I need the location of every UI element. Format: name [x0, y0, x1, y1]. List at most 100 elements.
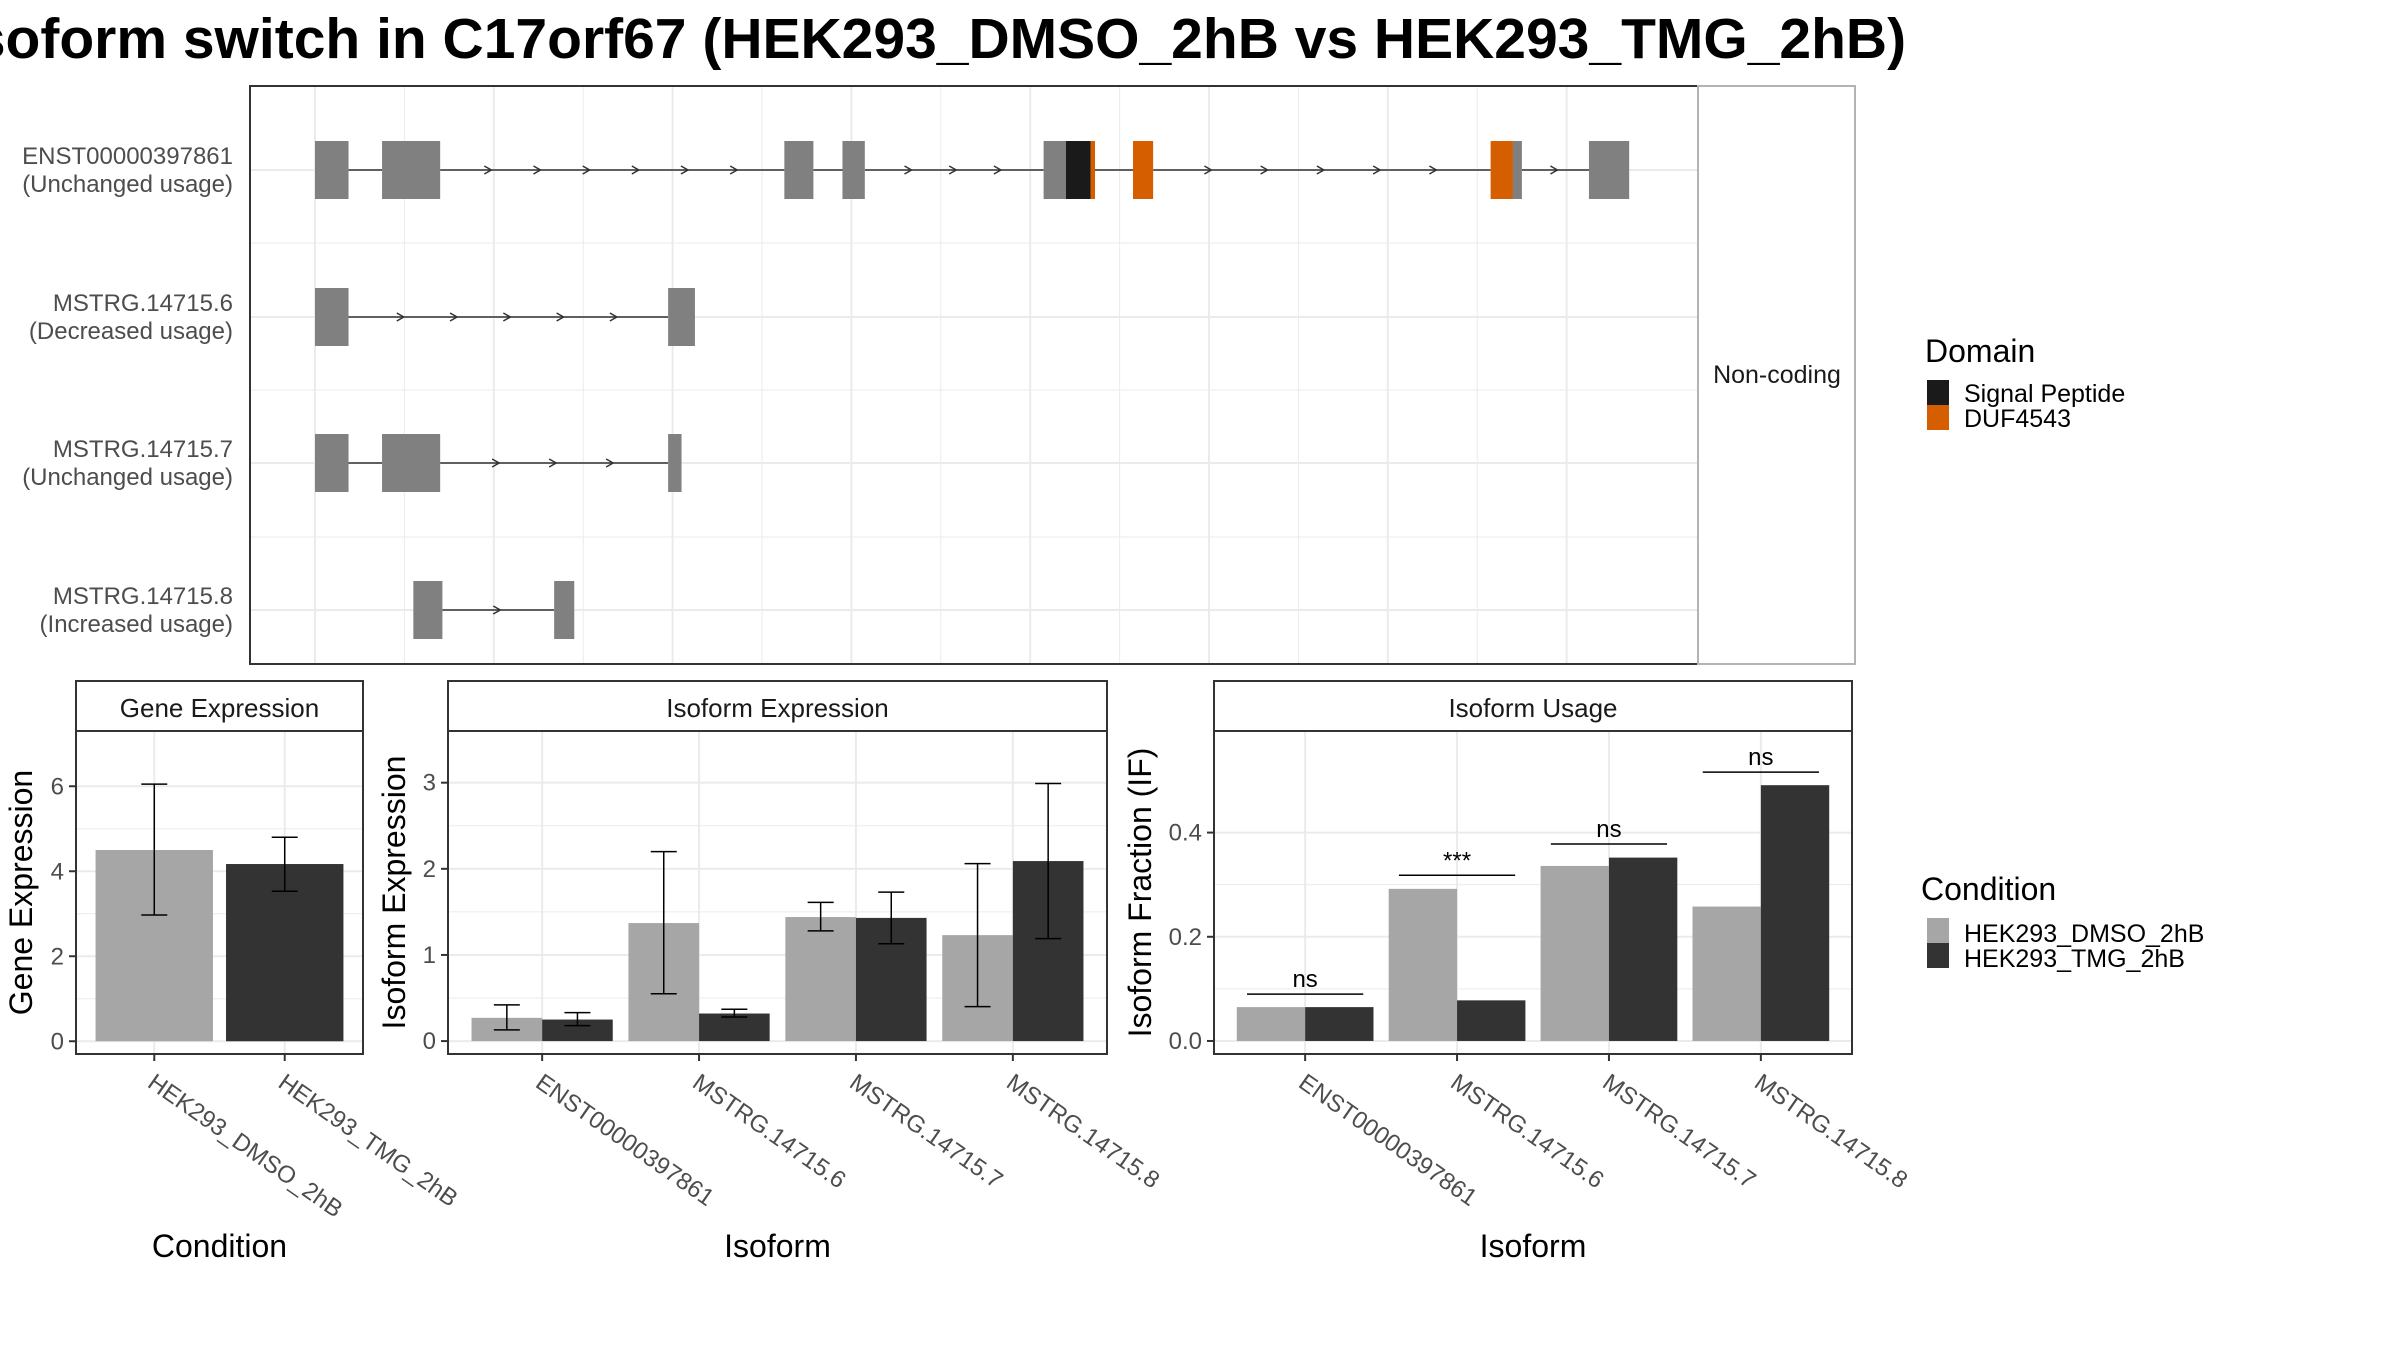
- transcript-usage-ENST00000397861: (Unchanged usage): [22, 171, 233, 198]
- x-tick-label-MSTRG.14715.6: MSTRG.14715.6: [1446, 1069, 1609, 1194]
- y-axis-title: Isoform Expression: [376, 756, 412, 1030]
- exon-duf4543: [1133, 141, 1154, 199]
- intron-arrow: [533, 165, 543, 175]
- exon: [315, 288, 349, 346]
- intron-arrow: [1203, 165, 1213, 175]
- intron-arrow: [1372, 165, 1382, 175]
- intron-arrow: [483, 165, 493, 175]
- transcript-label-ENST00000397861: ENST00000397861: [22, 143, 233, 170]
- significance-label-MSTRG.14715.8: ns: [1748, 744, 1773, 771]
- x-axis-title: Condition: [152, 1228, 287, 1264]
- intron-arrow: [449, 312, 459, 322]
- intron-arrow: [548, 458, 558, 468]
- bar-ENST00000397861-HEK293_TMG_2hB: [542, 1019, 613, 1042]
- domain-legend-label-signal-peptide: Signal Peptide: [1964, 380, 2125, 408]
- intron-arrow: [1316, 165, 1326, 175]
- transcript-label-MSTRG.14715.8: MSTRG.14715.8: [53, 583, 233, 610]
- bar-ENST00000397861-HEK293_DMSO_2hB: [1236, 1007, 1306, 1041]
- figure-title: Isoform switch in C17orf67 (HEK293_DMSO_…: [0, 7, 1906, 71]
- strip-label: Isoform Expression: [666, 693, 889, 723]
- condition-legend-label-tmg: HEK293_TMG_2hB: [1964, 945, 2185, 973]
- transcript-MSTRG.14715.7: [315, 434, 682, 492]
- exon: [554, 581, 575, 639]
- bar-MSTRG.14715.6-HEK293_TMG_2hB: [699, 1013, 770, 1042]
- bar-MSTRG.14715.7-HEK293_DMSO_2hB: [1540, 865, 1609, 1041]
- intron-arrow: [948, 165, 958, 175]
- bar-MSTRG.14715.8-HEK293_TMG_2hB: [1760, 785, 1830, 1041]
- exon: [784, 141, 814, 199]
- strip-label: Gene Expression: [120, 693, 319, 723]
- intron-arrow: [492, 605, 502, 615]
- transcript-MSTRG.14715.8: [413, 581, 575, 639]
- bar-MSTRG.14715.7-HEK293_DMSO_2hB: [785, 917, 856, 1042]
- structure-panel-background: [250, 86, 1698, 664]
- exon-duf4543: [1490, 141, 1513, 199]
- y-tick-label-1: 0.2: [1169, 924, 1202, 951]
- bar-MSTRG.14715.6-HEK293_DMSO_2hB: [1388, 888, 1458, 1041]
- significance-label-ENST00000397861: ns: [1292, 966, 1317, 993]
- intron-arrow: [729, 165, 739, 175]
- exon: [668, 434, 682, 492]
- bar-ENST00000397861-HEK293_TMG_2hB: [1305, 1007, 1374, 1041]
- x-tick-label-MSTRG.14715.8: MSTRG.14715.8: [1001, 1069, 1164, 1194]
- condition-legend-title: Condition: [1921, 871, 2056, 907]
- intron-arrow: [605, 458, 615, 468]
- condition-legend-key-tmg: [1927, 943, 1949, 968]
- exon: [1588, 141, 1630, 199]
- x-axis-title: Isoform: [724, 1228, 831, 1264]
- y-tick-label-2: 2: [423, 856, 436, 883]
- y-tick-label-3: 6: [51, 773, 64, 800]
- intron-arrow: [582, 165, 592, 175]
- transcript-ENST00000397861: [315, 141, 1630, 199]
- exon: [315, 141, 349, 199]
- y-axis-title: Gene Expression: [3, 770, 39, 1015]
- exon: [842, 141, 865, 199]
- exon: [1512, 141, 1522, 199]
- intron-arrow: [396, 312, 406, 322]
- exon: [382, 434, 441, 492]
- exon: [382, 141, 441, 199]
- significance-label-MSTRG.14715.6: ***: [1443, 847, 1471, 874]
- bar-HEK293_TMG_2hB: [226, 864, 344, 1042]
- structure-facet-strip: [1697, 85, 1856, 665]
- condition-legend-key-dmso: [1927, 918, 1949, 943]
- exon: [413, 581, 443, 639]
- y-tick-label-0: 0: [423, 1028, 436, 1055]
- y-tick-label-1: 2: [51, 943, 64, 970]
- transcript-label-MSTRG.14715.6: MSTRG.14715.6: [53, 290, 233, 317]
- domain-legend-title: Domain: [1925, 333, 2035, 369]
- domain-legend-label-duf4543: DUF4543: [1964, 405, 2071, 433]
- exon-duf4543: [1090, 141, 1096, 199]
- bar-MSTRG.14715.8-HEK293_DMSO_2hB: [1692, 906, 1761, 1041]
- transcript-usage-MSTRG.14715.6: (Decreased usage): [29, 318, 233, 345]
- exon-signal-peptide: [1065, 141, 1091, 199]
- condition-legend-label-dmso: HEK293_DMSO_2hB: [1964, 920, 2204, 948]
- y-tick-label-3: 3: [423, 770, 436, 797]
- exon: [315, 434, 349, 492]
- strip-box: [1213, 680, 1853, 732]
- y-tick-label-1: 1: [423, 942, 436, 969]
- domain-legend: Domain Signal Peptide DUF4543: [1925, 333, 2125, 433]
- structure-facet-label: Non-coding: [1713, 361, 1841, 389]
- bar-panels: Gene Expression0246HEK293_DMSO_2hBHEK293…: [3, 680, 1912, 1264]
- intron-arrow: [1260, 165, 1270, 175]
- structure-row-labels: ENST00000397861(Unchanged usage)MSTRG.14…: [22, 143, 233, 638]
- intron-arrow: [1428, 165, 1438, 175]
- intron-arrow: [609, 312, 619, 322]
- transcript-label-MSTRG.14715.7: MSTRG.14715.7: [53, 436, 233, 463]
- x-axis-title: Isoform: [1480, 1228, 1587, 1264]
- intron-arrow: [556, 312, 566, 322]
- strip-box: [75, 680, 364, 732]
- exon: [1043, 141, 1066, 199]
- intron-arrow: [904, 165, 914, 175]
- domain-legend-key-signal-peptide: [1927, 380, 1949, 405]
- x-tick-label-MSTRG.14715.8: MSTRG.14715.8: [1749, 1069, 1912, 1194]
- intron-arrow: [491, 458, 501, 468]
- bar-MSTRG.14715.7-HEK293_TMG_2hB: [1608, 857, 1678, 1041]
- transcript-usage-MSTRG.14715.7: (Unchanged usage): [22, 464, 233, 491]
- condition-legend: Condition HEK293_DMSO_2hB HEK293_TMG_2hB: [1921, 871, 2204, 973]
- domain-legend-key-duf4543: [1927, 405, 1949, 430]
- strip-label: Isoform Usage: [1448, 693, 1617, 723]
